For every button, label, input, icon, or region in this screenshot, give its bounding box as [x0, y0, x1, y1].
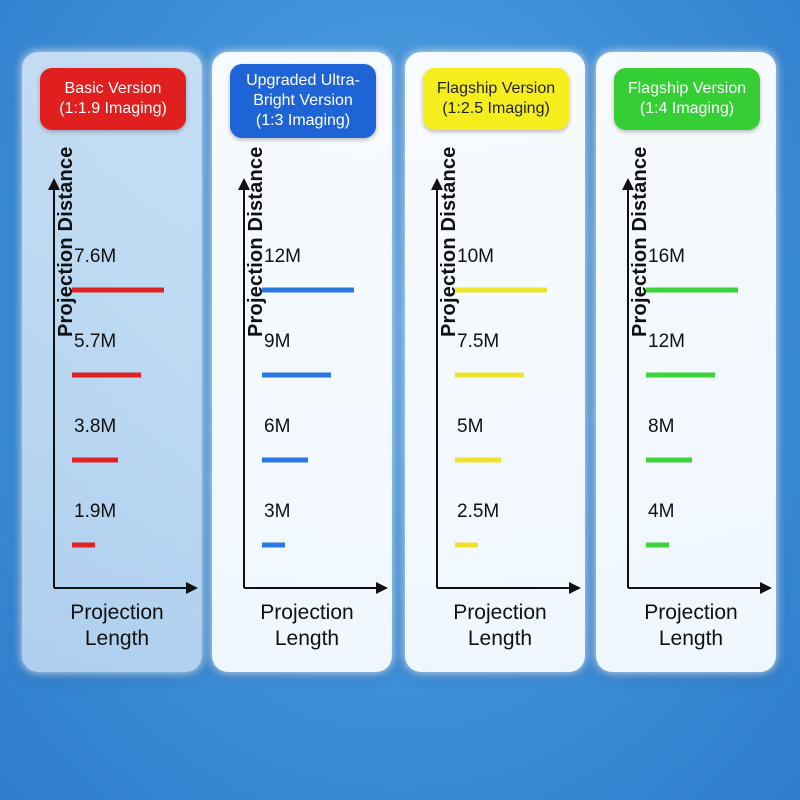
distance-label: 7.5M	[457, 331, 499, 352]
distance-label: 5M	[457, 416, 483, 437]
x-axis-label: Projection Length	[70, 601, 164, 650]
version-badge: Flagship Version (1:4 Imaging)	[614, 68, 760, 130]
x-axis-arrow	[569, 582, 581, 594]
chart-plot: 1.9M 3.8M 5.7M 7.6M	[48, 178, 198, 594]
distance-label: 1.9M	[74, 501, 116, 522]
x-axis-label: Projection Length	[644, 601, 738, 650]
chart-plot: 3M 6M 9M 12M	[238, 178, 388, 594]
chart-plot: 2.5M 5M 7.5M 10M	[431, 178, 581, 594]
distance-label: 8M	[648, 416, 674, 437]
distance-label: 5.7M	[74, 331, 116, 352]
distance-label: 2.5M	[457, 501, 499, 522]
distance-label: 10M	[457, 246, 494, 267]
panel-upgraded-version: Upgraded Ultra- Bright Version (1:3 Imag…	[212, 52, 392, 672]
distance-label: 12M	[648, 331, 685, 352]
y-axis-arrow	[238, 178, 250, 190]
x-axis-label: Projection Length	[453, 601, 547, 650]
distance-label: 9M	[264, 331, 290, 352]
version-badge: Flagship Version (1:2.5 Imaging)	[423, 68, 569, 130]
y-axis-arrow	[622, 178, 634, 190]
panel-flagship-version-green: Flagship Version (1:4 Imaging) Projectio…	[596, 52, 776, 672]
distance-label: 16M	[648, 246, 685, 267]
y-axis-arrow	[431, 178, 443, 190]
distance-label: 3.8M	[74, 416, 116, 437]
chart-plot: 4M 8M 12M 16M	[622, 178, 772, 594]
version-badge: Basic Version (1:1.9 Imaging)	[40, 68, 186, 130]
x-axis-arrow	[376, 582, 388, 594]
distance-label: 3M	[264, 501, 290, 522]
x-axis-arrow	[186, 582, 198, 594]
distance-label: 7.6M	[74, 246, 116, 267]
version-badge: Upgraded Ultra- Bright Version (1:3 Imag…	[230, 64, 376, 138]
distance-label: 12M	[264, 246, 301, 267]
distance-label: 6M	[264, 416, 290, 437]
distance-label: 4M	[648, 501, 674, 522]
panel-flagship-version-yellow: Flagship Version (1:2.5 Imaging) Project…	[405, 52, 585, 672]
x-axis-label: Projection Length	[260, 601, 354, 650]
panel-basic-version: Basic Version (1:1.9 Imaging) Projection…	[22, 52, 202, 672]
x-axis-arrow	[760, 582, 772, 594]
y-axis-arrow	[48, 178, 60, 190]
